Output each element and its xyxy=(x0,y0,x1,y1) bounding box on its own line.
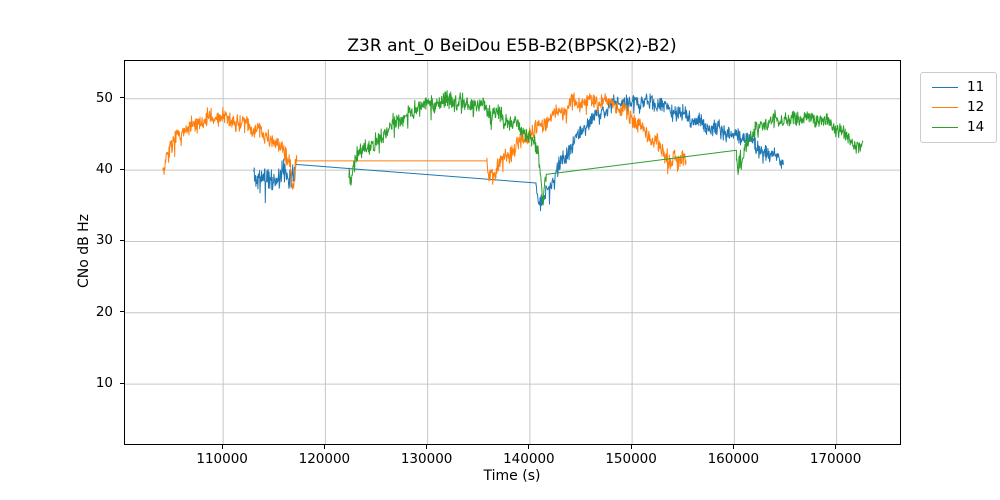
y-tick-mark xyxy=(120,382,124,384)
y-tick-mark xyxy=(120,168,124,170)
legend-item-11: 11 xyxy=(932,80,984,95)
series-line-11 xyxy=(253,93,784,212)
x-tick-label: 140000 xyxy=(503,451,555,467)
legend-label: 11 xyxy=(967,79,985,95)
y-tick-mark xyxy=(120,97,124,99)
x-tick-mark xyxy=(221,445,223,449)
x-tick-label: 160000 xyxy=(707,451,760,467)
legend-item-12: 12 xyxy=(932,100,984,115)
legend-line-icon xyxy=(932,107,958,108)
x-tick-mark xyxy=(835,445,837,449)
y-tick-label: 50 xyxy=(95,89,113,106)
legend-line-icon xyxy=(932,127,958,128)
x-tick-label: 130000 xyxy=(400,451,453,467)
x-tick-label: 150000 xyxy=(605,451,657,467)
x-tick-label: 170000 xyxy=(809,451,862,467)
x-tick-mark xyxy=(732,445,734,449)
y-tick-mark xyxy=(120,311,124,313)
legend-label: 14 xyxy=(967,119,985,135)
y-tick-label: 10 xyxy=(95,375,113,392)
plot-area xyxy=(124,60,901,445)
y-axis-label: CNo dB Hz xyxy=(76,213,92,289)
y-tick-mark xyxy=(120,239,124,241)
y-tick-label: 40 xyxy=(95,161,113,178)
series-line-12 xyxy=(162,92,687,190)
x-tick-label: 110000 xyxy=(196,451,248,467)
y-tick-label: 20 xyxy=(95,303,113,320)
x-tick-mark xyxy=(426,445,428,449)
x-tick-label: 120000 xyxy=(298,451,351,467)
plot-canvas xyxy=(125,61,900,444)
x-tick-mark xyxy=(528,445,530,449)
x-tick-mark xyxy=(630,445,632,449)
legend: 11 12 14 xyxy=(920,72,998,143)
legend-item-14: 14 xyxy=(932,120,984,135)
legend-line-icon xyxy=(932,87,958,88)
series-line-14 xyxy=(348,90,864,206)
legend-label: 12 xyxy=(967,99,985,115)
chart-title: Z3R ant_0 BeiDou E5B-B2(BPSK(2)-B2) xyxy=(347,36,677,56)
x-tick-mark xyxy=(323,445,325,449)
y-tick-label: 30 xyxy=(95,232,113,249)
x-axis-label: Time (s) xyxy=(483,468,541,484)
